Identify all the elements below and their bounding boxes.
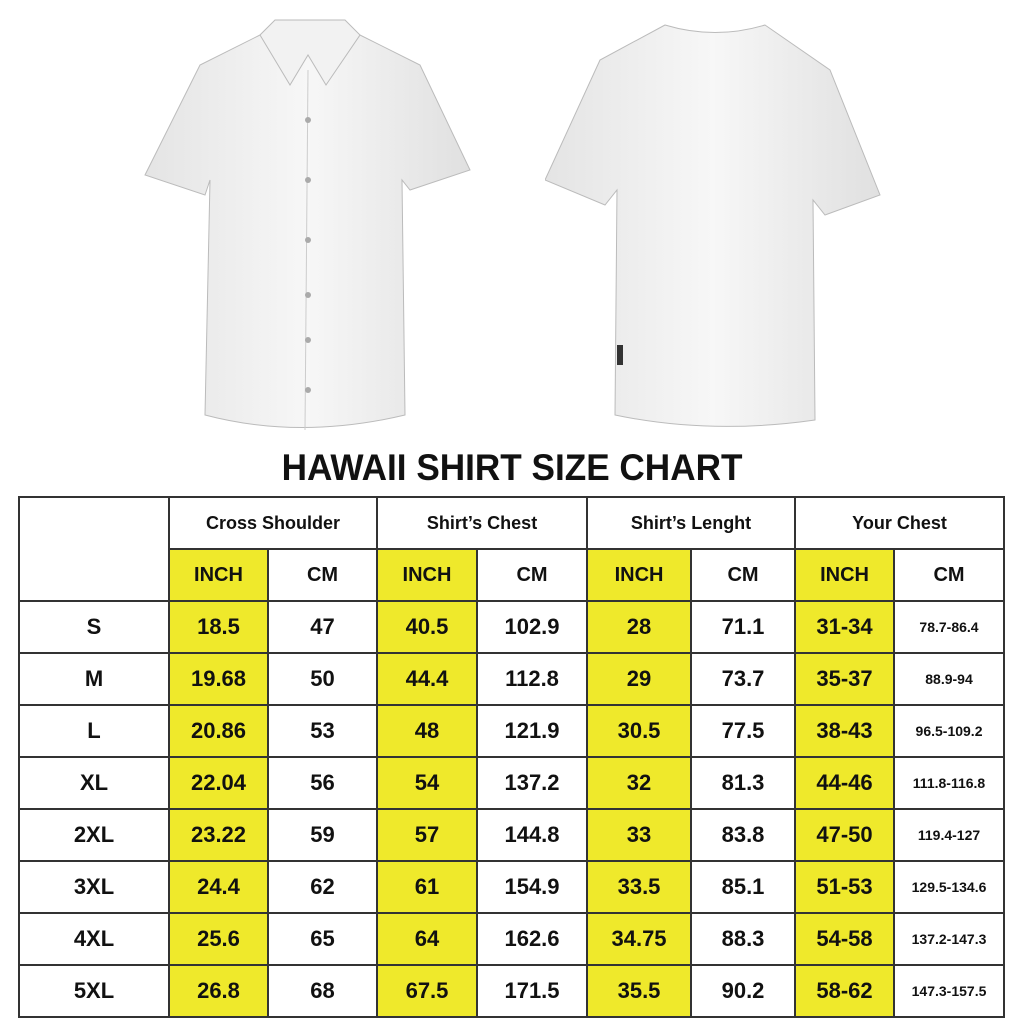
value-cell: 71.1 [690, 600, 797, 654]
unit-header: INCH [794, 548, 896, 602]
value-cell: 58-62 [794, 964, 896, 1018]
group-shirts-length: Shirt’s Lenght [586, 496, 797, 550]
value-cell: 96.5-109.2 [893, 704, 1006, 758]
value-cell: 47-50 [794, 808, 896, 862]
value-cell: 24.4 [168, 860, 269, 914]
value-cell: 129.5-134.6 [893, 860, 1006, 914]
table-row: L 20.86 53 48 121.9 30.5 77.5 38-43 96.5-109.2 [18, 704, 1006, 758]
value-cell: 48 [376, 704, 478, 758]
value-cell: 81.3 [690, 756, 797, 810]
value-cell: 35.5 [586, 964, 693, 1018]
shirt-front-image [144, 19, 471, 431]
value-cell: 78.7-86.4 [893, 600, 1006, 654]
size-label: 2XL [18, 808, 170, 862]
table-row: XL 22.04 56 54 137.2 32 81.3 44-46 111.8-116.8 [18, 756, 1006, 810]
unit-header: INCH [168, 548, 269, 602]
value-cell: 62 [267, 860, 378, 914]
value-cell: 68 [267, 964, 378, 1018]
value-cell: 64 [376, 912, 478, 966]
value-cell: 51-53 [794, 860, 896, 914]
group-your-chest: Your Chest [794, 496, 1006, 550]
value-cell: 137.2 [475, 756, 589, 810]
value-cell: 23.22 [168, 808, 269, 862]
value-cell: 18.5 [168, 600, 269, 654]
size-chart-table: Cross Shoulder Shirt’s Chest Shirt’s Len… [18, 496, 1006, 1018]
value-cell: 137.2-147.3 [893, 912, 1006, 966]
value-cell: 40.5 [376, 600, 478, 654]
value-cell: 111.8-116.8 [893, 756, 1006, 810]
value-cell: 50 [267, 652, 378, 706]
shirt-back-image [545, 24, 881, 427]
value-cell: 25.6 [168, 912, 269, 966]
value-cell: 121.9 [475, 704, 589, 758]
value-cell: 73.7 [690, 652, 797, 706]
value-cell: 57 [376, 808, 478, 862]
chart-title: HAWAII SHIRT SIZE CHART [281, 447, 743, 488]
value-cell: 119.4-127 [893, 808, 1006, 862]
unit-header: CM [475, 548, 589, 602]
value-cell: 38-43 [794, 704, 896, 758]
size-label: S [18, 600, 170, 654]
table-row: 3XL 24.4 62 61 154.9 33.5 85.1 51-53 129.5-134.6 [18, 860, 1006, 914]
value-cell: 53 [267, 704, 378, 758]
value-cell: 34.75 [586, 912, 693, 966]
value-cell: 28 [586, 600, 693, 654]
value-cell: 47 [267, 600, 378, 654]
unit-header: INCH [376, 548, 478, 602]
value-cell: 44-46 [794, 756, 896, 810]
value-cell: 154.9 [475, 860, 589, 914]
unit-header: INCH [586, 548, 693, 602]
size-label: L [18, 704, 170, 758]
table-row: S 18.5 47 40.5 102.9 28 71.1 31-34 78.7-86.4 [18, 600, 1006, 654]
value-cell: 112.8 [475, 652, 589, 706]
size-label: XL [18, 756, 170, 810]
value-cell: 56 [267, 756, 378, 810]
size-label: M [18, 652, 170, 706]
value-cell: 54 [376, 756, 478, 810]
value-cell: 26.8 [168, 964, 269, 1018]
group-header-row: Cross Shoulder Shirt’s Chest Shirt’s Len… [18, 496, 1006, 602]
table-row: 4XL 25.6 65 64 162.6 34.75 88.3 54-58 137.2-147.… [18, 912, 1006, 966]
value-cell: 20.86 [168, 704, 269, 758]
value-cell: 102.9 [475, 600, 589, 654]
value-cell: 22.04 [168, 756, 269, 810]
table-row: M 19.68 50 44.4 112.8 29 73.7 35-37 88.9-94 [18, 652, 1006, 706]
value-cell: 147.3-157.5 [893, 964, 1006, 1018]
value-cell: 90.2 [690, 964, 797, 1018]
size-label: 4XL [18, 912, 170, 966]
unit-header-row: INCH CM INCH CM INCH CM INCH CM [19, 548, 1006, 602]
value-cell: 144.8 [475, 808, 589, 862]
value-cell: 85.1 [690, 860, 797, 914]
table-row: 5XL 26.8 68 67.5 171.5 35.5 90.2 58-62 147.3-157… [18, 964, 1006, 1018]
value-cell: 88.9-94 [893, 652, 1006, 706]
value-cell: 33.5 [586, 860, 693, 914]
value-cell: 33 [586, 808, 693, 862]
value-cell: 61 [376, 860, 478, 914]
value-cell: 65 [267, 912, 378, 966]
value-cell: 30.5 [586, 704, 693, 758]
value-cell: 77.5 [690, 704, 797, 758]
value-cell: 35-37 [794, 652, 896, 706]
value-cell: 83.8 [690, 808, 797, 862]
value-cell: 31-34 [794, 600, 896, 654]
size-label: 3XL [18, 860, 170, 914]
value-cell: 162.6 [475, 912, 589, 966]
value-cell: 88.3 [690, 912, 797, 966]
value-cell: 32 [586, 756, 693, 810]
group-shirts-chest: Shirt’s Chest [375, 496, 589, 550]
unit-header: CM [690, 548, 797, 602]
unit-header: CM [893, 548, 1006, 602]
value-cell: 54-58 [794, 912, 896, 966]
table-row: 2XL 23.22 59 57 144.8 33 83.8 47-50 119.4-127 [18, 808, 1006, 862]
value-cell: 44.4 [376, 652, 478, 706]
corner-cell [18, 496, 170, 602]
unit-header: CM [267, 548, 378, 602]
value-cell: 171.5 [475, 964, 589, 1018]
group-cross-shoulder: Cross Shoulder [168, 496, 378, 550]
size-label: 5XL [18, 964, 170, 1018]
value-cell: 29 [586, 652, 693, 706]
value-cell: 67.5 [376, 964, 478, 1018]
value-cell: 59 [267, 808, 378, 862]
value-cell: 19.68 [168, 652, 269, 706]
